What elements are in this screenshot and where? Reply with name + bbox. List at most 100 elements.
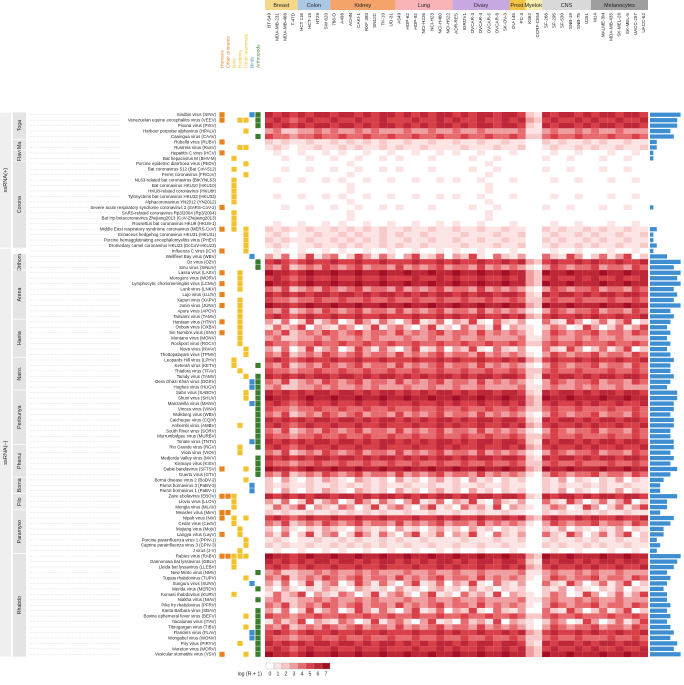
heat-cell <box>273 259 282 265</box>
heat-cell <box>338 417 347 423</box>
heat-cell <box>427 460 437 467</box>
host-cell <box>255 450 260 455</box>
heat-cell <box>362 558 371 565</box>
heat-cell <box>493 237 502 243</box>
heat-cell <box>566 291 575 298</box>
host-cell <box>249 145 254 150</box>
heat-cell <box>558 548 567 554</box>
heat-cell <box>509 477 518 483</box>
heat-cell <box>379 248 388 254</box>
heat-cell <box>305 215 314 222</box>
heat-cell <box>582 384 592 390</box>
heat-cell <box>550 253 559 260</box>
heat-cell <box>265 248 274 254</box>
heat-cell <box>476 155 486 162</box>
heat-cell <box>607 509 616 516</box>
heat-cell <box>542 313 551 320</box>
heat-cell <box>427 395 437 401</box>
heat-cell <box>419 302 429 309</box>
heat-cell <box>354 215 363 222</box>
host-cell <box>219 368 224 373</box>
total-bar <box>650 406 674 412</box>
heat-cell <box>476 471 486 478</box>
heat-cell <box>452 428 461 434</box>
heat-cell <box>542 199 551 205</box>
heat-cell <box>411 155 420 162</box>
heat-cell <box>460 177 469 183</box>
heat-cell <box>419 215 429 222</box>
heat-cell <box>631 346 640 352</box>
heat-cell <box>281 291 290 298</box>
heat-cell <box>566 471 575 478</box>
heat-cell <box>379 526 388 532</box>
heat-cell <box>607 362 616 369</box>
host-cell <box>255 532 260 537</box>
heat-cell <box>574 302 583 309</box>
heat-cell <box>322 373 331 380</box>
heat-cell <box>273 280 282 287</box>
heat-cell <box>411 455 420 461</box>
heat-cell <box>525 308 534 314</box>
heat-cell <box>281 302 290 309</box>
heat-cell <box>419 395 429 401</box>
heat-cell <box>289 488 298 494</box>
heat-cell <box>427 504 437 510</box>
heat-cell <box>444 291 453 298</box>
host-cell <box>249 336 254 341</box>
heat-cell <box>501 542 510 549</box>
host-cell <box>225 292 230 297</box>
heat-cell <box>370 433 380 440</box>
heat-cell <box>354 373 363 380</box>
heat-cell <box>346 346 355 352</box>
heat-cell <box>639 449 649 456</box>
heat-cell <box>313 389 323 396</box>
heat-cell <box>623 384 632 390</box>
heat-cell <box>550 291 559 298</box>
heat-cell <box>542 335 551 341</box>
host-cell <box>255 477 260 482</box>
heat-cell <box>346 460 355 467</box>
heat-cell <box>509 471 518 478</box>
host-cell <box>237 286 243 292</box>
heat-cell <box>273 575 282 581</box>
heat-cell <box>346 171 355 178</box>
heat-cell <box>265 389 274 396</box>
heat-cell <box>566 553 575 559</box>
heat-cell <box>623 291 632 298</box>
heat-cell <box>452 357 461 363</box>
heat-cell <box>338 264 347 271</box>
heat-cell <box>354 406 363 412</box>
heat-cell <box>590 368 600 374</box>
heat-cell <box>525 564 534 570</box>
virus-label: Caprine parainfluenza virus 3 (CPIV-3) <box>141 543 217 548</box>
heat-cell <box>395 231 404 238</box>
host-cell <box>231 553 237 559</box>
heat-cell <box>444 286 453 292</box>
heat-cell <box>370 340 380 347</box>
heat-cell <box>289 520 298 527</box>
host-cell <box>231 396 236 401</box>
virus-label: South River virus (SORV) <box>166 428 216 433</box>
host-cell <box>249 129 254 134</box>
heat-cell <box>297 248 306 254</box>
host-cell <box>243 325 248 330</box>
heat-cell <box>623 215 632 222</box>
host-cell <box>243 183 248 188</box>
heat-cell <box>590 264 600 271</box>
total-bar <box>650 564 674 570</box>
heat-cell <box>452 330 461 336</box>
host-cell <box>219 292 225 298</box>
total-bar <box>650 112 681 117</box>
heat-cell <box>452 204 461 211</box>
total-bar <box>650 368 671 373</box>
heat-cell <box>533 264 543 271</box>
host-cell <box>219 423 224 428</box>
heat-cell <box>265 482 274 489</box>
heat-cell <box>370 242 380 249</box>
heat-cell <box>590 117 600 123</box>
heat-cell <box>607 537 616 543</box>
heat-cell <box>468 575 477 581</box>
heat-cell <box>550 117 559 123</box>
heat-cell <box>460 558 469 565</box>
heat-cell <box>493 112 502 118</box>
